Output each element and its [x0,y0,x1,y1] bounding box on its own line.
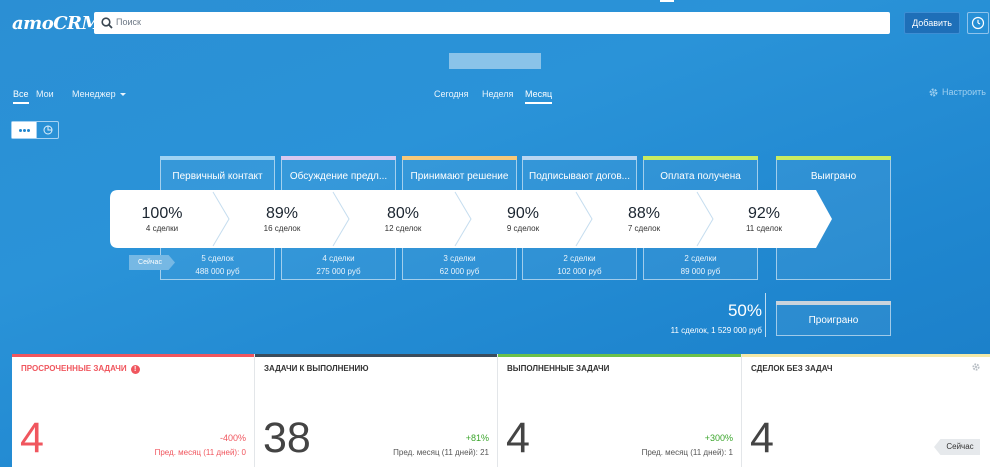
stage-sum: 488 000 руб [195,267,240,276]
conversion-step: 100% 4 сделки [117,205,207,233]
conversion-step: 88% 7 сделок [599,205,689,233]
stage-deals: 2 сделки [563,254,596,263]
stage-name: Принимают решение [410,171,509,182]
tab-month[interactable]: Месяц [525,89,553,104]
stage-color-bar [522,156,637,160]
pipeline-view-button[interactable] [12,122,36,138]
manager-dropdown[interactable]: Менеджер [72,89,126,99]
conversion-deals: 12 сделок [384,224,422,233]
card-delta: -400% [219,433,246,443]
conversion-percent: 89% [265,205,299,222]
stage-sum: 62 000 руб [439,267,480,276]
stage-color-bar [160,156,275,160]
card-previous: Пред. месяц (11 дней): 21 [393,448,489,457]
search-icon [101,17,113,29]
search-placeholder: Поиск [116,17,141,27]
conversion-percent: 100% [141,205,183,222]
conversion-percent: 90% [506,205,540,222]
stage-sum: 275 000 руб [316,267,361,276]
card-accent [12,354,254,357]
card-accent [742,354,990,357]
overdue-tasks-card[interactable]: ПРОСРОЧЕННЫЕ ЗАДАЧИ! 4 -400% Пред. месяц… [12,354,255,467]
now-marker: Сейчас [934,439,980,455]
conversion-step: 80% 12 сделок [358,205,448,233]
conversion-percent: 80% [386,205,420,222]
stage-color-bar [643,156,758,160]
card-delta: +300% [704,433,733,443]
stage-name: Выиграно [810,171,857,182]
notifications-button[interactable] [967,12,989,34]
settings-label: Настроить [942,87,986,97]
conversion-deals: 11 сделок [745,224,783,233]
top-bar: amoCRM. Поиск Добавить [0,0,990,46]
logo[interactable]: amoCRM. [12,13,107,34]
card-value: 4 [750,414,774,462]
conversion-step: 90% 9 сделок [478,205,568,233]
stage-color-bar [776,301,891,305]
view-toggle [11,121,59,139]
stage-color-bar [776,156,891,160]
stage-name: Проиграно [808,315,859,326]
stage-color-bar [402,156,517,160]
chevron-down-icon [119,93,126,97]
tab-today[interactable]: Сегодня [434,89,469,99]
card-value: 4 [506,414,530,462]
stage-name: Обсуждение предл... [289,171,388,182]
deals-without-tasks-card[interactable]: СДЕЛОК БЕЗ ЗАДАЧ 4 Сейчас [742,354,990,467]
conversion-percent: 92% [747,205,781,222]
completed-tasks-card[interactable]: ВЫПОЛНЕННЫЕ ЗАДАЧИ 4 +300% Пред. месяц (… [498,354,742,467]
page-title-redacted [449,53,541,69]
search-input[interactable]: Поиск [94,12,890,34]
conversion-step: 89% 16 сделок [237,205,327,233]
conversion-step: 92% 11 сделок [719,205,809,233]
card-accent [255,354,497,357]
conversion-percent: 88% [627,205,661,222]
gear-icon[interactable] [971,362,981,372]
stage-deals: 5 сделок [201,254,234,263]
chart-view-button[interactable] [36,122,58,138]
stage-sum: 89 000 руб [680,267,721,276]
stage-deals: 2 сделки [684,254,717,263]
tab-mine[interactable]: Мои [36,89,54,99]
stage-name: Подписывают догов... [529,171,630,182]
stage-sum: 102 000 руб [557,267,602,276]
conversion-deals: 7 сделок [627,224,661,233]
stage-name: Первичный контакт [172,171,263,182]
now-marker: Сейчас [129,255,175,270]
conversion-deals: 16 сделок [263,224,301,233]
add-button[interactable]: Добавить [904,12,960,34]
card-title: ПРОСРОЧЕННЫЕ ЗАДАЧИ! [21,364,140,374]
card-previous: Пред. месяц (11 дней): 0 [154,448,246,457]
lost-percent: 50% [727,301,762,320]
conversion-deals: 9 сделок [506,224,540,233]
card-previous: Пред. месяц (11 дней): 1 [641,448,733,457]
card-value: 4 [20,414,44,462]
stage-name: Оплата получена [660,171,741,182]
stage-deals: 3 сделки [443,254,476,263]
alert-icon[interactable]: ! [130,365,140,374]
card-title: ЗАДАЧИ К ВЫПОЛНЕНИЮ [264,364,369,373]
card-delta: +81% [465,433,489,443]
stage-deals: 4 сделки [322,254,355,263]
stage-column-lost[interactable]: Проиграно [776,301,891,336]
clock-icon [971,16,985,30]
card-title: СДЕЛОК БЕЗ ЗАДАЧ [751,364,833,373]
conversion-deals: 4 сделки [145,224,179,233]
lost-summary: 11 сделок, 1 529 000 руб [670,326,762,335]
tab-week[interactable]: Неделя [482,89,514,99]
card-accent [498,354,741,357]
top-highlight [660,0,674,2]
stage-color-bar [281,156,396,160]
tab-all[interactable]: Все [13,89,29,104]
card-title: ВЫПОЛНЕННЫЕ ЗАДАЧИ [507,364,610,373]
manager-label: Менеджер [72,89,116,99]
pie-chart-icon [43,125,53,135]
card-value: 38 [263,414,311,462]
lost-bracket [765,293,770,337]
gear-icon [929,88,938,97]
task-cards: ПРОСРОЧЕННЫЕ ЗАДАЧИ! 4 -400% Пред. месяц… [12,354,990,467]
settings-button[interactable]: Настроить [928,87,986,98]
card-title-text: ПРОСРОЧЕННЫЕ ЗАДАЧИ [21,364,127,373]
tasks-todo-card[interactable]: ЗАДАЧИ К ВЫПОЛНЕНИЮ 38 +81% Пред. месяц … [255,354,498,467]
